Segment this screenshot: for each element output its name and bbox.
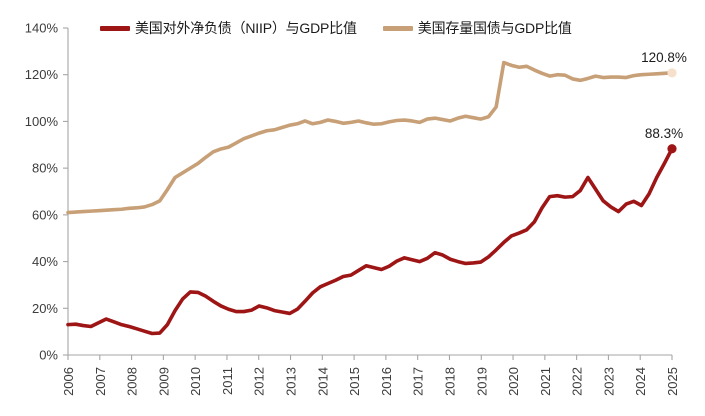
x-axis: 2006 2007 2008 2009 2010 2011 2012 2013 2014 2015… (61, 354, 680, 396)
x-tick-label: 2025 (665, 367, 680, 396)
x-tick-label: 2023 (601, 367, 616, 396)
legend-label-debt: 美国存量国债与GDP比值 (417, 20, 572, 36)
y-tick-label: 40% (32, 254, 58, 269)
x-tick-label: 2022 (570, 367, 585, 396)
line-niip (66, 146, 674, 336)
data-label-niip: 88.3% (645, 126, 683, 141)
y-tick-label: 120% (25, 67, 59, 82)
x-tick-label: 2009 (156, 367, 171, 396)
endpoint-marker-niip (667, 144, 677, 154)
x-tick-label: 2017 (411, 367, 426, 396)
x-tick-label: 2021 (538, 367, 553, 396)
y-axis: 0% 20% 40% 60% 80% 100% 120% 140% (25, 21, 69, 363)
y-tick-label: 20% (32, 301, 58, 316)
y-tick-label: 60% (32, 207, 58, 222)
x-tick-label: 2012 (252, 367, 267, 396)
y-tick-label: 140% (25, 21, 59, 36)
x-tick-label: 2015 (347, 367, 362, 396)
x-tick-label: 2010 (188, 367, 203, 396)
chart-series (66, 60, 674, 336)
x-tick-label: 2018 (442, 367, 457, 396)
y-tick-label: 100% (25, 114, 59, 129)
endpoint-marker-debt (667, 68, 677, 78)
chart-annotations: 88.3% 120.8% (641, 50, 687, 154)
data-label-debt: 120.8% (641, 50, 687, 65)
x-tick-label: 2019 (474, 367, 489, 396)
x-tick-label: 2020 (506, 367, 521, 396)
x-tick-label: 2006 (61, 367, 76, 396)
legend-item-debt: 美国存量国债与GDP比值 (382, 18, 572, 38)
x-tick-label: 2016 (379, 367, 394, 396)
x-tick-label: 2011 (220, 367, 235, 395)
x-tick-label: 2024 (633, 367, 648, 396)
legend-label-niip: 美国对外净负债（NIIP）与GDP比值 (135, 20, 357, 36)
y-tick-label: 80% (32, 161, 58, 176)
x-tick-label: 2014 (315, 367, 330, 396)
x-tick-label: 2013 (284, 367, 299, 396)
legend-swatch-debt (382, 25, 413, 31)
legend-swatch-niip (100, 25, 130, 31)
line-debt (66, 60, 674, 215)
legend-item-niip: 美国对外净负债（NIIP）与GDP比值 (100, 18, 357, 38)
x-tick-label: 2007 (93, 367, 108, 396)
y-tick-label: 0% (39, 348, 58, 363)
x-tick-label: 2008 (125, 367, 140, 396)
chart-legend: 美国对外净负债（NIIP）与GDP比值 美国存量国债与GDP比值 (100, 18, 572, 38)
